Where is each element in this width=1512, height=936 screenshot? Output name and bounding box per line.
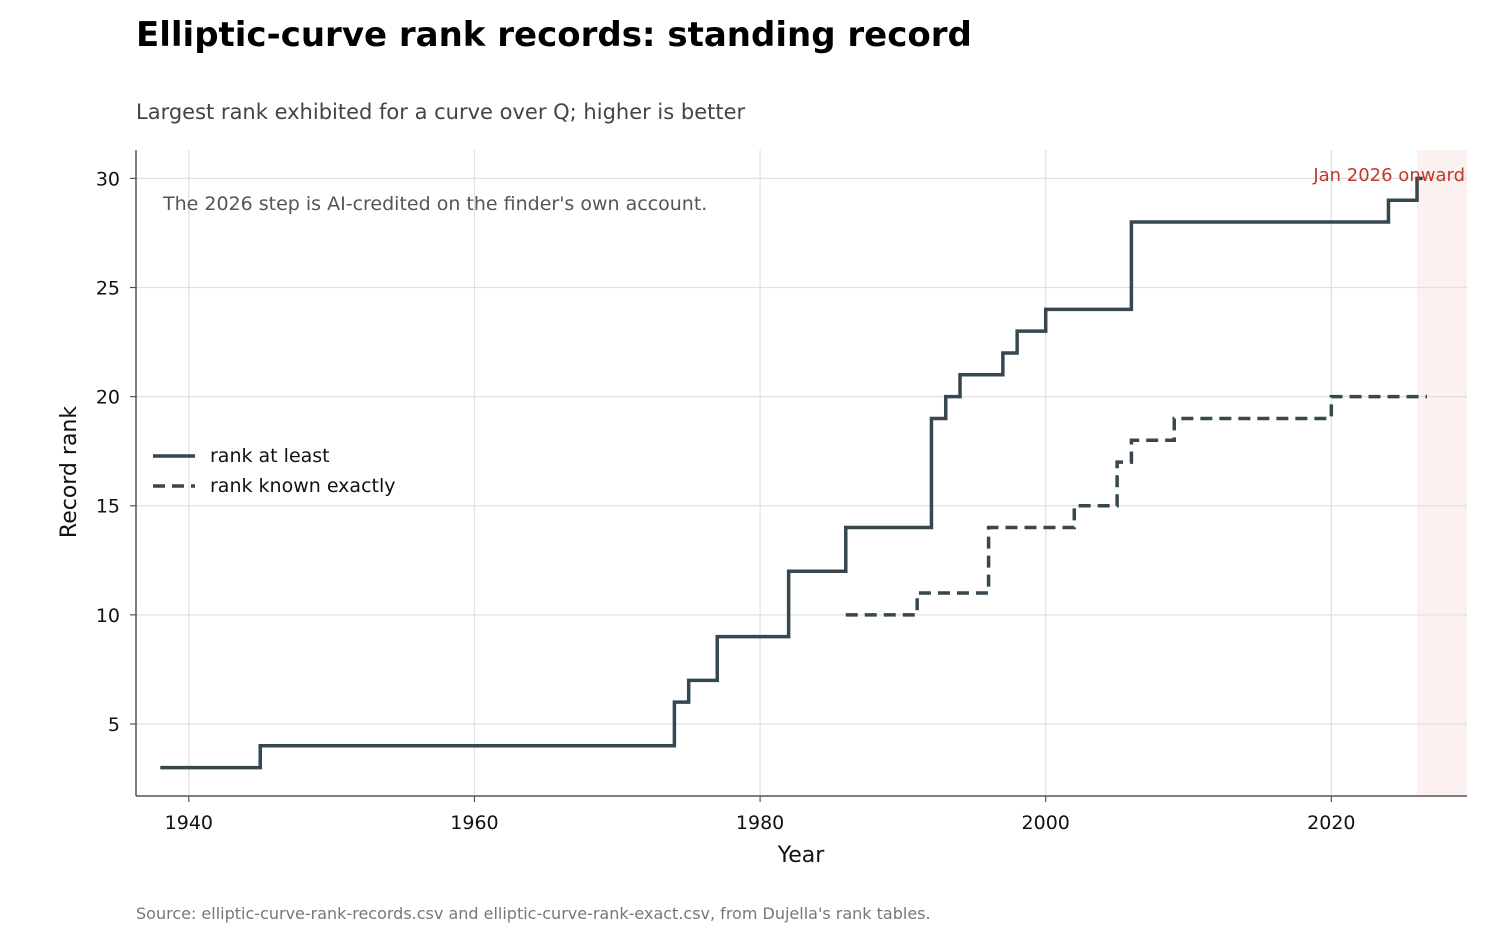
x-tick-label: 2000 <box>1022 812 1070 834</box>
gridlines <box>136 150 1467 796</box>
x-tick-label: 1940 <box>165 812 213 834</box>
series-rank-known-exactly <box>845 394 1428 617</box>
y-axis-label: Record rank <box>57 406 82 538</box>
source-note: Source: elliptic-curve-rank-records.csv … <box>136 904 931 923</box>
annotation: The 2026 step is AI-credited on the find… <box>162 193 707 215</box>
y-tick-label: 20 <box>96 387 120 409</box>
shaded-region-label: Jan 2026 onward <box>1312 165 1465 186</box>
x-tick-label: 2020 <box>1307 812 1355 834</box>
x-axis-label: Year <box>777 843 826 868</box>
legend-label-rank-at-least: rank at least <box>210 445 330 467</box>
shaded-region <box>1417 150 1467 796</box>
legend-label-rank-known-exactly: rank known exactly <box>210 475 396 497</box>
y-tick-label: 30 <box>96 168 120 190</box>
x-tick-label: 1980 <box>736 812 784 834</box>
chart-subtitle: Largest rank exhibited for a curve over … <box>136 100 746 124</box>
y-tick-label: 10 <box>96 605 120 627</box>
chart-title: Elliptic-curve rank records: standing re… <box>136 15 972 55</box>
x-tick-label: 1960 <box>450 812 498 834</box>
x-axis-ticks: 1940 1960 1980 2000 2020 <box>165 796 1356 834</box>
y-tick-label: 25 <box>96 277 120 299</box>
y-tick-label: 15 <box>96 496 120 518</box>
y-axis-ticks: 5 10 15 20 25 30 <box>96 168 136 736</box>
y-tick-label: 5 <box>108 714 120 736</box>
series-lines <box>160 176 1428 770</box>
series-rank-at-least <box>160 176 1423 770</box>
legend: rank at least rank known exactly <box>153 445 396 497</box>
